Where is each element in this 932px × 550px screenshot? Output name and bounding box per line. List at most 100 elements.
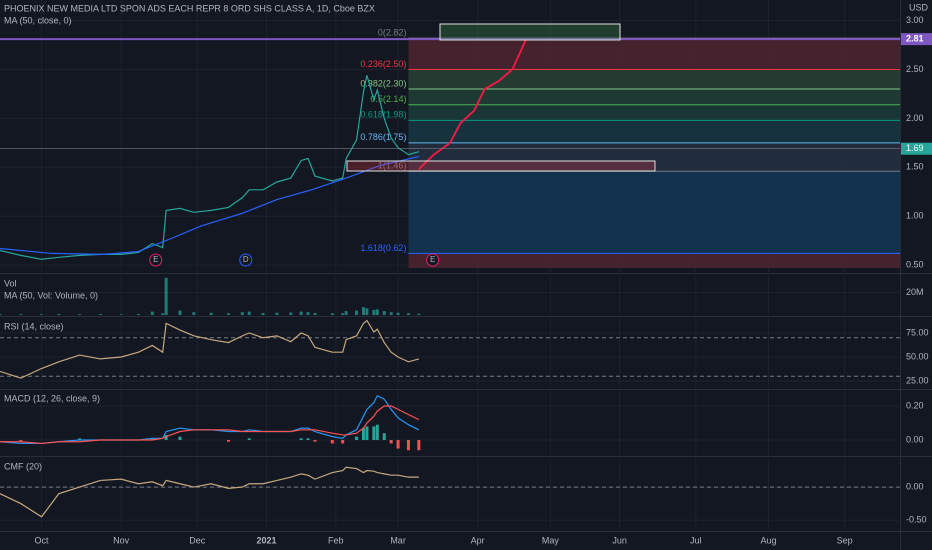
fib-band bbox=[408, 120, 900, 143]
fib-label: 0.236(2.50) bbox=[360, 59, 406, 69]
volume-bar bbox=[306, 312, 310, 315]
histogram-bar bbox=[78, 438, 82, 441]
fib-band bbox=[408, 171, 900, 254]
volume-bar bbox=[150, 311, 154, 315]
series-line bbox=[0, 319, 420, 379]
volume-bar bbox=[178, 310, 182, 315]
volume-bar bbox=[0, 314, 2, 315]
volume-bar bbox=[382, 311, 386, 315]
x-tick-label: Nov bbox=[113, 535, 130, 545]
histogram-bar bbox=[355, 436, 359, 441]
volume-bar bbox=[341, 313, 345, 315]
fib-band bbox=[408, 38, 900, 70]
volume-bar bbox=[406, 313, 410, 315]
histogram-bar bbox=[375, 424, 379, 441]
fib-band bbox=[408, 104, 900, 121]
y-tick-label: 0.50 bbox=[906, 260, 924, 270]
alert-badge bbox=[901, 33, 932, 46]
y-tick-label: 0.20 bbox=[906, 400, 924, 410]
volume-bar bbox=[299, 311, 303, 315]
alert-label: 2.81 bbox=[906, 34, 924, 44]
series-line bbox=[418, 38, 527, 170]
event-label: D bbox=[243, 255, 249, 264]
x-tick-label: Mar bbox=[390, 535, 406, 545]
indicator-legend: MA (50, close, 0) bbox=[4, 15, 72, 25]
series-line bbox=[0, 405, 420, 445]
volume-bar bbox=[209, 312, 213, 315]
fib-band bbox=[408, 142, 900, 172]
y-tick-label: -0.50 bbox=[906, 514, 927, 524]
x-tick-label: Dec bbox=[189, 535, 206, 545]
histogram-bar bbox=[247, 438, 251, 441]
x-tick-label: Apr bbox=[471, 535, 485, 545]
histogram-bar bbox=[365, 426, 369, 441]
y-tick-label: 50.00 bbox=[906, 351, 929, 361]
histogram-bar bbox=[313, 440, 317, 442]
fib-label: 0(2.82) bbox=[378, 28, 407, 38]
y-tick-label: 2.00 bbox=[906, 113, 924, 123]
event-label: E bbox=[430, 255, 435, 264]
panel-title: CMF (20) bbox=[4, 461, 42, 471]
fib-band bbox=[408, 253, 900, 268]
volume-bar bbox=[396, 312, 400, 315]
x-tick-label: Sep bbox=[837, 535, 853, 545]
volume-bar bbox=[361, 307, 365, 315]
last-price-badge bbox=[901, 142, 932, 155]
y-tick-label: 20M bbox=[906, 287, 924, 297]
y-tick-label: 0.00 bbox=[906, 434, 924, 444]
fib-label: 1(1.46) bbox=[378, 161, 407, 171]
volume-bar bbox=[78, 314, 82, 315]
entry-box bbox=[346, 160, 656, 172]
volume-bar bbox=[375, 309, 379, 315]
volume-bar bbox=[40, 314, 44, 315]
last-price-label: 1.69 bbox=[906, 143, 924, 153]
histogram-bar bbox=[406, 440, 410, 451]
y-tick-label: 1.50 bbox=[906, 162, 924, 172]
volume-bar bbox=[240, 312, 244, 315]
fib-label: 1.618(0.62) bbox=[360, 243, 406, 253]
volume-bar bbox=[417, 313, 421, 315]
y-tick-label: 2.50 bbox=[906, 64, 924, 74]
panel-title: RSI (14, close) bbox=[4, 321, 64, 331]
x-tick-label: Aug bbox=[760, 535, 776, 545]
fib-label: 0.786(1.75) bbox=[360, 132, 406, 142]
histogram-bar bbox=[178, 436, 182, 441]
fib-label: 0.382(2.30) bbox=[360, 78, 406, 88]
volume-bar bbox=[164, 277, 168, 315]
x-tick-label: 2021 bbox=[257, 535, 277, 545]
x-tick-label: Oct bbox=[35, 535, 50, 545]
volume-bar bbox=[344, 311, 348, 315]
event-label: E bbox=[153, 255, 158, 264]
panel-subtitle: MA (50, Vol: Volume, 0) bbox=[4, 290, 98, 300]
histogram-bar bbox=[226, 440, 230, 442]
event-marker bbox=[239, 253, 253, 267]
histogram-bar bbox=[150, 438, 154, 441]
series-line bbox=[0, 466, 419, 518]
volume-bar bbox=[261, 312, 265, 315]
volume-bar bbox=[119, 314, 123, 315]
x-tick-label: Jun bbox=[612, 535, 627, 545]
series-line bbox=[0, 155, 419, 255]
event-marker bbox=[426, 253, 440, 267]
histogram-bar bbox=[330, 440, 334, 444]
volume-bar bbox=[365, 308, 369, 315]
volume-bar bbox=[330, 313, 334, 315]
volume-bar bbox=[389, 312, 393, 315]
histogram-bar bbox=[164, 434, 168, 441]
volume-bar bbox=[192, 312, 196, 315]
histogram-bar bbox=[396, 440, 400, 449]
y-tick-label: 1.00 bbox=[906, 211, 924, 221]
histogram-bar bbox=[341, 440, 345, 444]
panel-title: Vol bbox=[4, 278, 17, 288]
histogram-bar bbox=[389, 440, 393, 444]
series-line bbox=[0, 75, 420, 260]
histogram-bar bbox=[382, 433, 386, 441]
panel-title: PHOENIX NEW MEDIA LTD SPON ADS EACH REPR… bbox=[4, 3, 375, 13]
volume-bar bbox=[313, 312, 317, 315]
volume-bar bbox=[161, 313, 165, 315]
histogram-bar bbox=[361, 428, 365, 441]
volume-bar bbox=[226, 313, 230, 315]
y-tick-label: 25.00 bbox=[906, 375, 929, 385]
fib-label: 0.5(2.14) bbox=[370, 94, 406, 104]
